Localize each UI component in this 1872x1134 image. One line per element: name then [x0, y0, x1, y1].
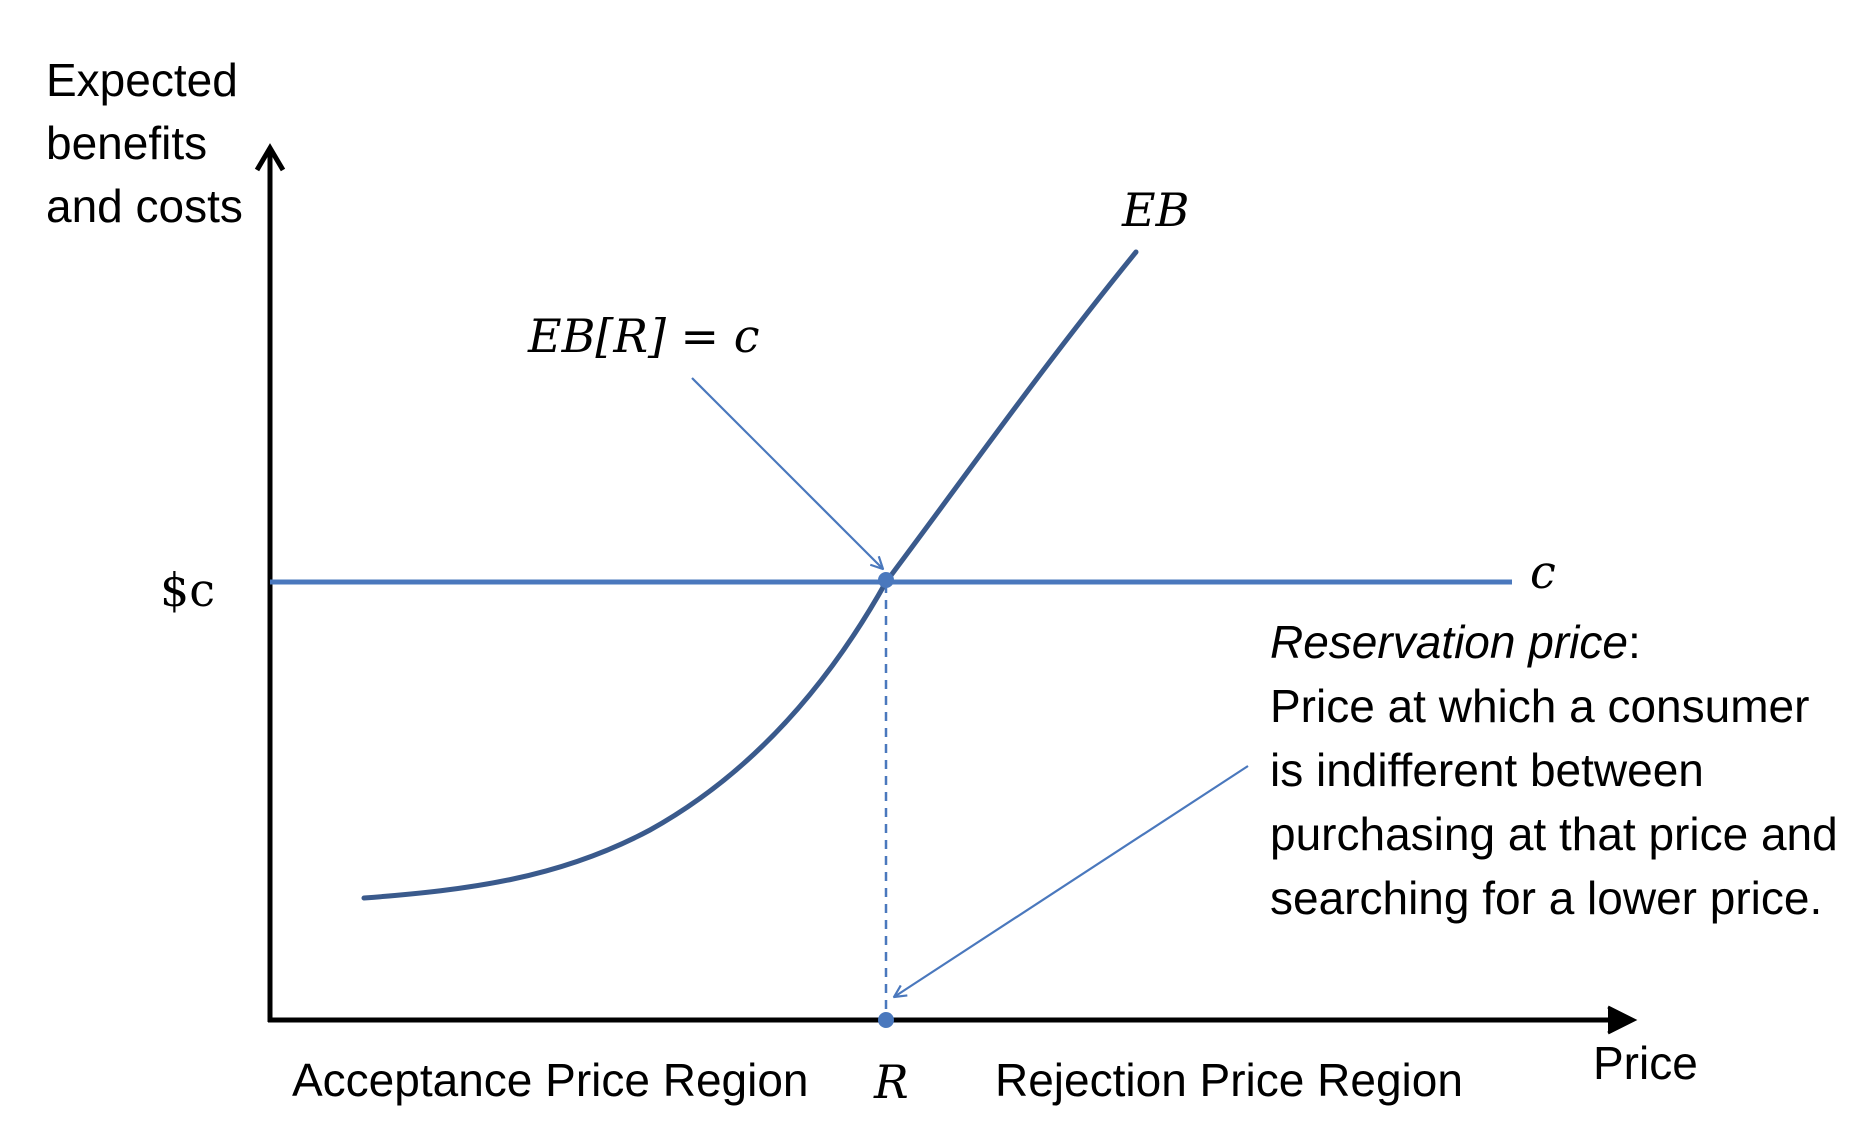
expected-benefit-curve	[361, 249, 1139, 901]
definition-term-suffix: :	[1628, 616, 1641, 668]
x-axis-label: Price	[1593, 1037, 1698, 1089]
reservation-tick-label: R	[873, 1055, 909, 1109]
intersection-label: EB[R] = c	[527, 309, 759, 363]
cost-line-label: c	[1530, 545, 1556, 599]
rejection-region-label: Rejection Price Region	[995, 1054, 1463, 1106]
definition-pointer	[894, 765, 1249, 997]
definition-line-1: Price at which a consumer	[1270, 680, 1809, 732]
y-axis-label: Expected benefits and costs	[46, 54, 251, 232]
y-axis-label-line-2: benefits	[46, 117, 207, 169]
intersection-pointer	[691, 377, 883, 569]
definition-body: Price at which a consumer is indifferent…	[1270, 680, 1850, 924]
y-axis-label-line-1: Expected	[46, 54, 238, 106]
intersection-point	[878, 572, 894, 588]
definition-heading: Reservation price:	[1270, 616, 1641, 668]
cost-axis-label: $c	[160, 563, 215, 617]
definition-term: Reservation price	[1270, 616, 1628, 668]
definition-line-3: purchasing at that price and	[1270, 808, 1838, 860]
definition-line-2: is indifferent between	[1270, 744, 1704, 796]
acceptance-region-label: Acceptance Price Region	[292, 1054, 809, 1106]
definition-line-4: searching for a lower price.	[1270, 872, 1822, 924]
y-axis-label-line-3: and costs	[46, 180, 243, 232]
y-axis-arrowhead	[254, 143, 286, 172]
x-axis-arrowhead	[1607, 1005, 1638, 1035]
curve-label: EB	[1121, 183, 1189, 237]
reservation-point	[878, 1012, 894, 1028]
